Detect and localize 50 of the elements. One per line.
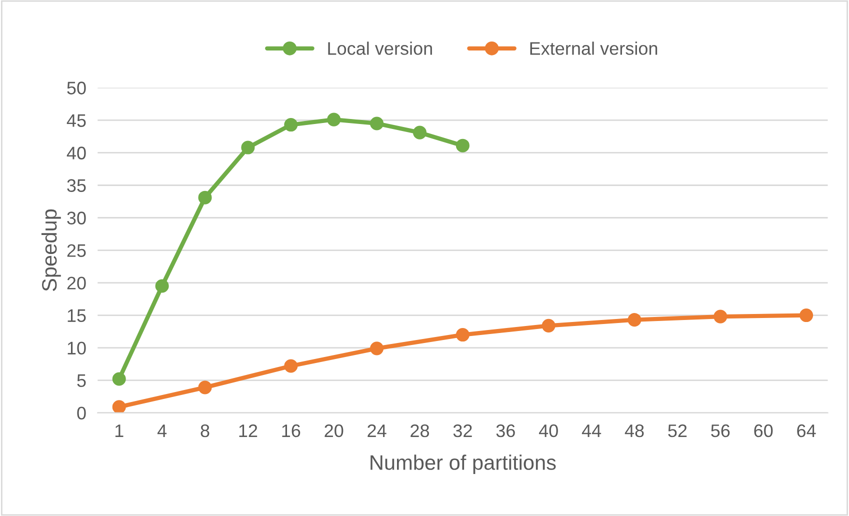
point bbox=[112, 372, 126, 386]
y-tick-label: 35 bbox=[67, 179, 86, 192]
y-tick-label: 25 bbox=[67, 244, 86, 257]
point bbox=[327, 112, 341, 126]
point bbox=[241, 140, 255, 154]
point bbox=[412, 126, 427, 140]
y-tick-label: 50 bbox=[67, 82, 86, 94]
point bbox=[198, 190, 212, 204]
x-tick-label: 16 bbox=[282, 424, 300, 438]
x-tick-label: 52 bbox=[668, 424, 687, 438]
point bbox=[284, 118, 298, 132]
point bbox=[284, 359, 298, 373]
point bbox=[456, 138, 470, 152]
y-axis-title: Speedup bbox=[41, 209, 61, 292]
x-tick-label: 12 bbox=[239, 424, 258, 437]
x-tick-label: 36 bbox=[496, 424, 515, 438]
x-tick-label: 40 bbox=[538, 424, 558, 438]
point bbox=[155, 279, 169, 293]
point bbox=[628, 313, 642, 327]
y-tick-label: 45 bbox=[66, 114, 86, 127]
point bbox=[370, 116, 384, 130]
x-tick-label: 28 bbox=[410, 424, 430, 438]
point bbox=[112, 400, 126, 413]
y-tick-label: 10 bbox=[68, 342, 86, 355]
y-tick-label: 5 bbox=[77, 374, 86, 388]
x-axis-title: Number of partitions bbox=[370, 454, 556, 474]
y-tick-label: 20 bbox=[67, 276, 86, 290]
x-tick-label: 44 bbox=[582, 424, 602, 437]
x-tick-label: 4 bbox=[157, 424, 167, 437]
y-tick-label: 30 bbox=[67, 212, 86, 224]
y-tick-label: 15 bbox=[68, 309, 86, 322]
legend-label: Local version bbox=[328, 42, 432, 55]
x-tick-label: 8 bbox=[200, 424, 210, 438]
x-tick-label: 56 bbox=[711, 424, 730, 438]
x-tick-label: 60 bbox=[754, 424, 773, 438]
point bbox=[714, 310, 728, 324]
legend-label: External version bbox=[530, 42, 658, 55]
x-tick-label: 20 bbox=[324, 424, 344, 438]
point bbox=[370, 342, 384, 356]
y-tick-label: 0 bbox=[77, 406, 86, 420]
x-tick-label: 48 bbox=[624, 424, 644, 438]
x-tick-label: 24 bbox=[368, 424, 386, 437]
point bbox=[456, 328, 470, 342]
x-tick-label: 64 bbox=[797, 424, 816, 438]
point bbox=[542, 318, 556, 332]
point bbox=[800, 308, 814, 322]
x-tick-label: 32 bbox=[453, 424, 472, 438]
point bbox=[198, 380, 212, 394]
x-tick-label: 1 bbox=[115, 424, 124, 437]
y-tick-label: 40 bbox=[66, 146, 86, 160]
